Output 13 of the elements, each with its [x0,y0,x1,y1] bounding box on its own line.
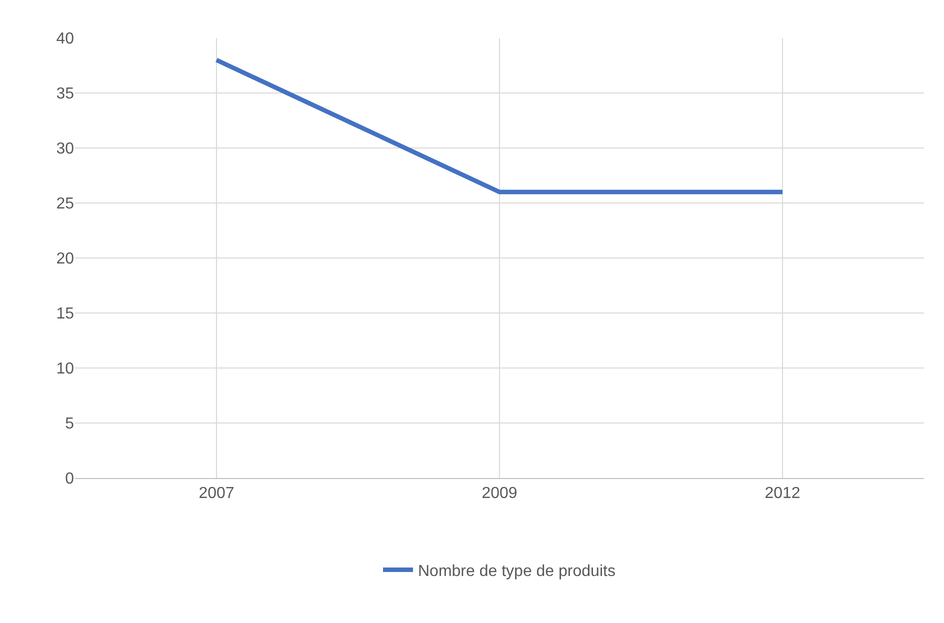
y-tick-label: 5 [65,416,74,433]
x-tick-label: 2007 [198,485,234,502]
legend-label: Nombre de type de produits [418,562,616,580]
y-tick-label: 35 [56,86,74,103]
y-tick-label: 20 [56,250,74,268]
y-tick-label: 15 [56,306,74,323]
x-tick-label: 2009 [482,485,518,502]
y-tick-label: 0 [65,470,74,488]
y-tick-label: 10 [56,360,74,378]
x-tick-label: 2012 [764,485,800,502]
y-tick-label: 25 [56,196,74,213]
y-tick-label: 40 [56,30,74,48]
y-tick-label: 30 [56,140,74,158]
